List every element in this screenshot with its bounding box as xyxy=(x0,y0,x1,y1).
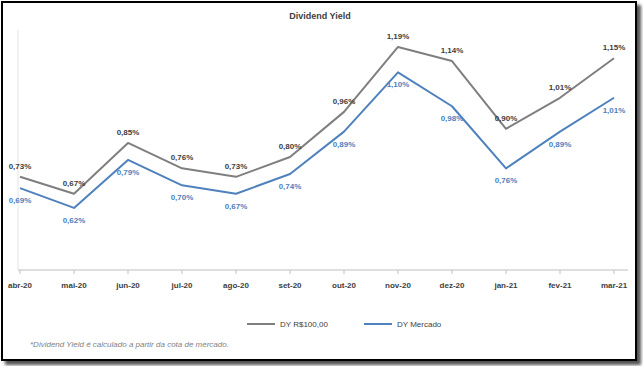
x-tick xyxy=(398,270,399,274)
legend-swatch xyxy=(364,323,392,325)
data-label: 1,01% xyxy=(549,83,572,92)
x-tick-label: dez-20 xyxy=(440,281,465,290)
x-tick xyxy=(236,270,237,274)
series-line xyxy=(20,72,614,208)
data-label: 0,67% xyxy=(225,202,248,211)
x-tick-label: abr-20 xyxy=(8,281,33,290)
footnote: *Dividend Yield é calculado a partir da … xyxy=(30,340,229,349)
title: Dividend Yield xyxy=(289,11,351,21)
data-label: 0,74% xyxy=(279,182,302,191)
data-label: 1,19% xyxy=(387,32,410,41)
x-tick xyxy=(344,270,345,274)
data-label: 1,01% xyxy=(603,106,626,115)
data-label: 0,76% xyxy=(171,153,194,162)
data-label: 0,73% xyxy=(225,162,248,171)
data-label: 0,98% xyxy=(441,114,464,123)
x-tick xyxy=(560,270,561,274)
legend-label: DY R$100,00 xyxy=(280,320,328,329)
data-label: 0,79% xyxy=(117,168,140,177)
x-tick-label: jun-20 xyxy=(115,281,140,290)
x-tick-label: set-20 xyxy=(278,281,302,290)
data-label: 1,10% xyxy=(387,80,410,89)
data-label: 1,15% xyxy=(603,43,626,52)
y-axis xyxy=(18,30,19,270)
data-label: 0,70% xyxy=(171,193,194,202)
data-label: 0,69% xyxy=(9,196,32,205)
x-tick xyxy=(128,270,129,274)
data-label: 0,73% xyxy=(9,162,32,171)
x-tick xyxy=(506,270,507,274)
x-tick-label: jul-20 xyxy=(171,281,193,290)
x-tick-label: jan-21 xyxy=(493,281,518,290)
chart-frame xyxy=(1,1,637,361)
x-tick xyxy=(74,270,75,274)
data-label: 0,62% xyxy=(63,216,86,225)
x-tick-label: mai-20 xyxy=(61,281,87,290)
legend-label: DY Mercado xyxy=(397,320,442,329)
x-tick-label: mar-21 xyxy=(601,281,628,290)
x-tick-label: fev-21 xyxy=(548,281,572,290)
data-label: 0,67% xyxy=(63,179,86,188)
plot-area xyxy=(20,47,614,208)
series-line xyxy=(20,47,614,194)
x-tick xyxy=(182,270,183,274)
x-tick xyxy=(614,270,615,274)
data-label: 0,89% xyxy=(549,140,572,149)
data-label: 1,14% xyxy=(441,46,464,55)
x-tick-label: ago-20 xyxy=(223,281,249,290)
data-label: 0,80% xyxy=(279,142,302,151)
chart: Dividend Yield abr-20 mai-20 jun-20 jul-20 ag… xyxy=(0,0,643,366)
x-axis xyxy=(18,270,628,271)
data-label: 0,90% xyxy=(495,114,518,123)
data-label: 0,85% xyxy=(117,128,140,137)
x-tick-label: out-20 xyxy=(332,281,357,290)
data-label: 0,96% xyxy=(333,97,356,106)
x-tick xyxy=(20,270,21,274)
data-label: 0,89% xyxy=(333,140,356,149)
x-tick xyxy=(452,270,453,274)
x-tick xyxy=(290,270,291,274)
x-tick-label: nov-20 xyxy=(385,281,411,290)
legend-swatch xyxy=(247,323,275,325)
data-label: 0,76% xyxy=(495,176,518,185)
